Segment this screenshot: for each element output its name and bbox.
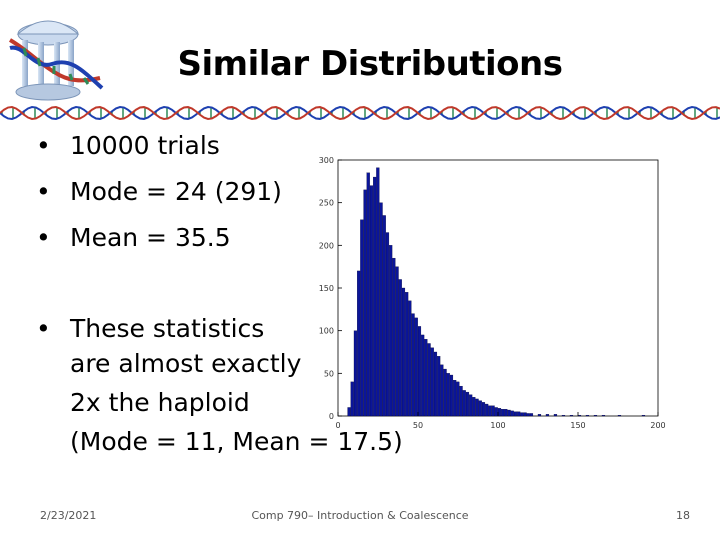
histogram-bar	[585, 414, 590, 417]
histogram-bar	[510, 410, 514, 417]
histogram-bar	[504, 409, 508, 417]
histogram-bar	[465, 391, 470, 417]
y-tick-label: 200	[319, 241, 334, 250]
histogram-bar	[446, 373, 450, 417]
y-tick-label: 50	[324, 369, 334, 378]
histogram-bar	[366, 172, 370, 417]
histogram-bar	[421, 334, 425, 417]
histogram-bar	[369, 185, 374, 417]
histogram-bar	[449, 374, 454, 417]
histogram-bar	[561, 414, 566, 417]
histogram-bar	[437, 356, 441, 417]
histogram-bar	[363, 189, 367, 417]
histogram-bar	[641, 414, 646, 417]
histogram-bar	[459, 385, 463, 417]
histogram-bar	[401, 287, 406, 417]
histogram-bar	[507, 409, 511, 417]
histogram-bar	[529, 413, 534, 417]
histogram-bar	[350, 381, 354, 417]
note-line: These statistics	[70, 314, 265, 343]
helix-strand	[0, 106, 720, 120]
histogram-bar	[537, 414, 542, 417]
histogram-bar	[526, 413, 530, 417]
histogram-bar	[469, 394, 473, 417]
histogram-bar	[478, 400, 482, 417]
y-tick-label: 150	[319, 284, 334, 293]
histogram-bar	[513, 411, 518, 417]
histogram-bar	[395, 266, 399, 417]
x-tick-label: 50	[413, 421, 423, 430]
histogram-bar	[357, 270, 361, 417]
histogram-bar	[360, 219, 364, 417]
bullet-item-note: These statistics are almost exactly 2x t…	[28, 313, 448, 461]
histogram-bar	[433, 351, 438, 417]
histogram-bar	[427, 343, 431, 417]
x-tick-label: 0	[335, 421, 340, 430]
y-tick-label: 300	[319, 156, 334, 165]
histogram-bar	[617, 414, 622, 417]
bullet-item: 10000 trials	[28, 130, 448, 161]
histogram-bar	[475, 398, 479, 417]
slide-title: Similar Distributions	[177, 44, 563, 84]
histogram-bar	[440, 364, 444, 417]
histogram-bar	[485, 403, 489, 417]
histogram-bar	[577, 414, 582, 417]
histogram-bar	[347, 407, 351, 417]
page-number: 18	[676, 509, 690, 522]
histogram-bar	[520, 412, 524, 417]
histogram-bar	[497, 408, 502, 417]
histogram-bar	[382, 215, 386, 417]
histogram-bar	[472, 397, 476, 417]
histogram-chart: 0 50 100 150 200 250 300 0 50 100 150 200	[319, 156, 666, 430]
helix-strand	[0, 106, 720, 120]
note-line: 2x the haploid	[70, 388, 250, 417]
histogram-bar	[385, 232, 390, 417]
histogram-bar	[411, 313, 415, 417]
bullet-item: Mode = 24 (291)	[28, 176, 448, 207]
histogram-bar	[491, 405, 495, 417]
histogram-bar	[424, 339, 428, 417]
histogram-bar	[462, 390, 466, 417]
histogram-bar	[453, 380, 457, 417]
y-tick-label: 250	[319, 199, 334, 208]
histogram-bar	[553, 414, 558, 417]
histogram-bar	[488, 405, 492, 417]
histogram-bar	[601, 414, 606, 417]
dna-divider	[0, 106, 720, 120]
histogram-bar	[443, 368, 447, 417]
histogram-bar	[408, 300, 412, 417]
histogram-bar	[494, 407, 498, 417]
x-tick-label: 150	[570, 421, 585, 430]
histogram-bar	[456, 381, 460, 417]
histogram-bar	[414, 317, 418, 417]
histogram-bar	[593, 414, 598, 417]
histogram-bar	[501, 409, 505, 417]
histogram-bar	[392, 257, 396, 417]
footer-title: Comp 790– Introduction & Coalescence	[251, 509, 469, 522]
note-line: (Mode = 11, Mean = 17.5)	[70, 427, 403, 456]
histogram-bar	[379, 202, 383, 417]
histogram-bar	[481, 402, 486, 417]
histogram-bar	[517, 411, 521, 417]
footer-date: 2/23/2021	[40, 509, 97, 522]
bullet-item: Mean = 35.5	[28, 222, 448, 253]
y-tick-label: 100	[319, 327, 334, 336]
bullet-list: 10000 trials Mode = 24 (291) Mean = 35.5…	[28, 130, 448, 476]
histogram-bar	[523, 412, 527, 417]
x-tick-label: 100	[490, 421, 505, 430]
histogram-bar	[545, 414, 550, 417]
logo-icon	[9, 20, 104, 101]
note-line: are almost exactly	[70, 349, 302, 378]
histogram-bar	[376, 167, 380, 417]
y-tick-label: 0	[329, 412, 334, 421]
histogram-bar	[373, 176, 377, 417]
histogram-bar	[430, 347, 434, 417]
x-tick-label: 200	[650, 421, 665, 430]
histogram-bar	[405, 292, 409, 417]
histogram-bar	[417, 326, 422, 417]
histogram-bar	[389, 245, 393, 417]
histogram-bar	[398, 279, 402, 417]
histogram-bar	[569, 414, 574, 417]
histogram-bar	[353, 330, 358, 417]
